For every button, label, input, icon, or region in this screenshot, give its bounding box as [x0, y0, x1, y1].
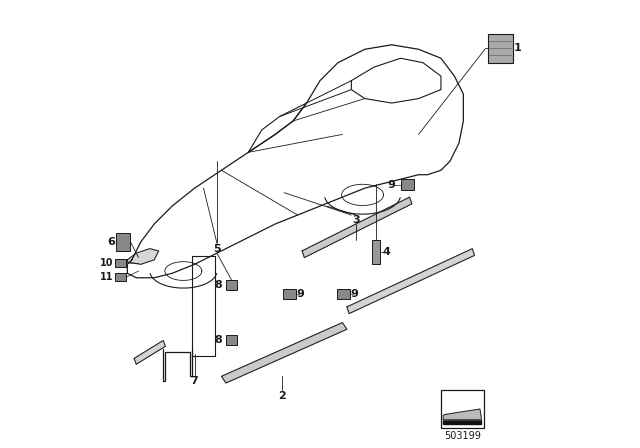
- Polygon shape: [401, 179, 414, 190]
- Text: 503199: 503199: [444, 431, 481, 441]
- Polygon shape: [127, 249, 159, 264]
- Text: 11: 11: [100, 272, 113, 282]
- Polygon shape: [443, 420, 481, 424]
- Polygon shape: [441, 390, 484, 428]
- Polygon shape: [115, 259, 126, 267]
- Text: 9: 9: [350, 289, 358, 299]
- Polygon shape: [337, 289, 349, 299]
- Text: 10: 10: [100, 258, 113, 268]
- Text: 3: 3: [352, 215, 360, 224]
- Text: 7: 7: [191, 376, 198, 386]
- Text: 2: 2: [278, 392, 286, 401]
- Polygon shape: [226, 280, 237, 290]
- Text: 8: 8: [214, 335, 221, 345]
- Text: 5: 5: [213, 244, 221, 254]
- Text: 9: 9: [388, 180, 396, 190]
- Text: 1: 1: [514, 43, 522, 53]
- Text: 8: 8: [214, 280, 221, 290]
- Text: 6: 6: [107, 237, 115, 247]
- Polygon shape: [115, 273, 126, 281]
- Polygon shape: [284, 289, 296, 299]
- Polygon shape: [302, 197, 412, 258]
- Polygon shape: [226, 335, 237, 345]
- Polygon shape: [221, 323, 347, 383]
- Text: 9: 9: [296, 289, 304, 299]
- Text: 4: 4: [382, 247, 390, 257]
- Polygon shape: [488, 34, 513, 63]
- Polygon shape: [134, 340, 165, 364]
- Polygon shape: [116, 233, 131, 251]
- Polygon shape: [371, 240, 380, 264]
- Polygon shape: [347, 249, 475, 314]
- Polygon shape: [443, 409, 481, 420]
